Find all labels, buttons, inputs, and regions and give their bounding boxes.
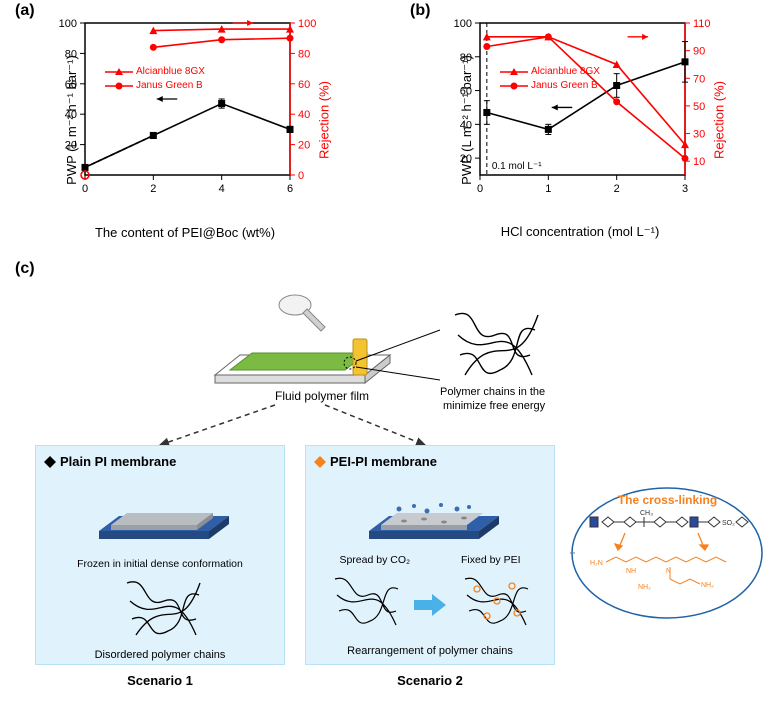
scenario-2-box: PEI-PI membrane Spread by CO₂ Fixed by (305, 445, 555, 665)
svg-text:60: 60 (65, 79, 77, 91)
scenario-1-title: Plain PI membrane (60, 454, 176, 469)
svg-text:0.1 mol L⁻¹: 0.1 mol L⁻¹ (492, 161, 542, 172)
scenario-2-line1-row: Spread by CO₂ Fixed by PEI (314, 554, 546, 566)
scenario-1-bottom-label: Scenario 1 (35, 673, 285, 688)
svg-text:NH₂: NH₂ (638, 584, 651, 591)
x-label-b: HCl concentration (mol L⁻¹) (501, 224, 660, 240)
svg-text:10: 10 (693, 156, 705, 168)
x-label-a: The content of PEI@Boc (wt%) (95, 225, 275, 240)
svg-text:2: 2 (614, 183, 620, 195)
scenario-1-line2: Disordered polymer chains (44, 649, 276, 661)
legend-b-1: Alcianblue 8GX (531, 65, 600, 79)
svg-text:0: 0 (298, 170, 304, 182)
svg-text:0: 0 (82, 183, 88, 195)
crosslink-title: The cross-linking (570, 493, 765, 507)
svg-text:3: 3 (682, 183, 688, 195)
svg-text:NH: NH (626, 568, 636, 575)
scenario-2-line1a: Spread by CO₂ (339, 554, 410, 566)
svg-text:80: 80 (298, 48, 310, 60)
legend-b: Alcianblue 8GX Janus Green B (500, 65, 600, 93)
svg-text:90: 90 (693, 46, 705, 58)
svg-text:20: 20 (460, 153, 472, 165)
diamond-orange-icon (314, 456, 326, 468)
svg-text:40: 40 (65, 109, 77, 121)
scenario-2-title: PEI-PI membrane (330, 454, 437, 469)
svg-text:CH₃: CH₃ (640, 510, 653, 517)
svg-text:40: 40 (460, 119, 472, 131)
svg-text:4: 4 (219, 183, 225, 195)
svg-text:2: 2 (150, 183, 156, 195)
scenario-2-title-row: PEI-PI membrane (314, 454, 546, 469)
svg-text:100: 100 (298, 18, 316, 30)
scenario-2-line1b: Fixed by PEI (461, 554, 521, 566)
svg-text:80: 80 (65, 48, 77, 60)
legend-a-1: Alcianblue 8GX (136, 65, 205, 79)
svg-text:NH₂: NH₂ (701, 582, 714, 589)
svg-text:20: 20 (298, 140, 310, 152)
svg-text:110: 110 (693, 18, 711, 30)
scenario-2-chains (314, 566, 548, 636)
scenario-2-membrane-illustration (314, 469, 548, 549)
legend-a-2: Janus Green B (136, 79, 203, 93)
chart-b: PWP (L m⁻² h⁻¹ bar⁻¹) Rejection (%) HCl … (410, 5, 750, 235)
panel-c: Fluid polymer film Polymer chains in the… (15, 265, 767, 705)
scenario-2-bottom-label: Scenario 2 (305, 673, 555, 688)
svg-text:60: 60 (298, 79, 310, 91)
svg-text:100: 100 (59, 18, 77, 30)
svg-text:6: 6 (287, 183, 293, 195)
crosslink-bubble: CH₃ SO₂ (570, 475, 765, 625)
svg-text:80: 80 (460, 52, 472, 64)
svg-text:30: 30 (693, 129, 705, 141)
svg-text:SO₂: SO₂ (722, 520, 735, 527)
scenario-1-title-row: Plain PI membrane (44, 454, 276, 469)
svg-text:50: 50 (693, 101, 705, 113)
scenario-1-line1: Frozen in initial dense conformation (44, 558, 276, 570)
chart-a: PWP (L m⁻² h⁻¹ bar⁻¹) Rejection (%) The … (15, 5, 355, 235)
scenario-1-box: Plain PI membrane Frozen in initial dens… (35, 445, 285, 665)
svg-text:0: 0 (477, 183, 483, 195)
diamond-black-icon (44, 456, 56, 468)
chart-svg-a: 0 2 4 6 20 40 60 80 100 0 20 40 60 80 100 (50, 15, 325, 205)
svg-text:20: 20 (65, 140, 77, 152)
svg-text:70: 70 (693, 73, 705, 85)
scenario-1-membrane-illustration (44, 469, 278, 549)
svg-text:H₂N: H₂N (590, 560, 603, 567)
scenario-2-line2: Rearrangement of polymer chains (314, 645, 546, 657)
chart-svg-b: 0 1 2 3 20 40 60 80 100 10 30 50 70 90 110 0.1 mol L⁻¹ (445, 15, 720, 205)
legend-b-2: Janus Green B (531, 79, 598, 93)
svg-text:40: 40 (298, 109, 310, 121)
svg-text:1: 1 (545, 183, 551, 195)
scenario-1-chains (44, 570, 278, 640)
svg-text:100: 100 (454, 18, 472, 30)
legend-a: Alcianblue 8GX Janus Green B (105, 65, 205, 93)
svg-text:60: 60 (460, 86, 472, 98)
